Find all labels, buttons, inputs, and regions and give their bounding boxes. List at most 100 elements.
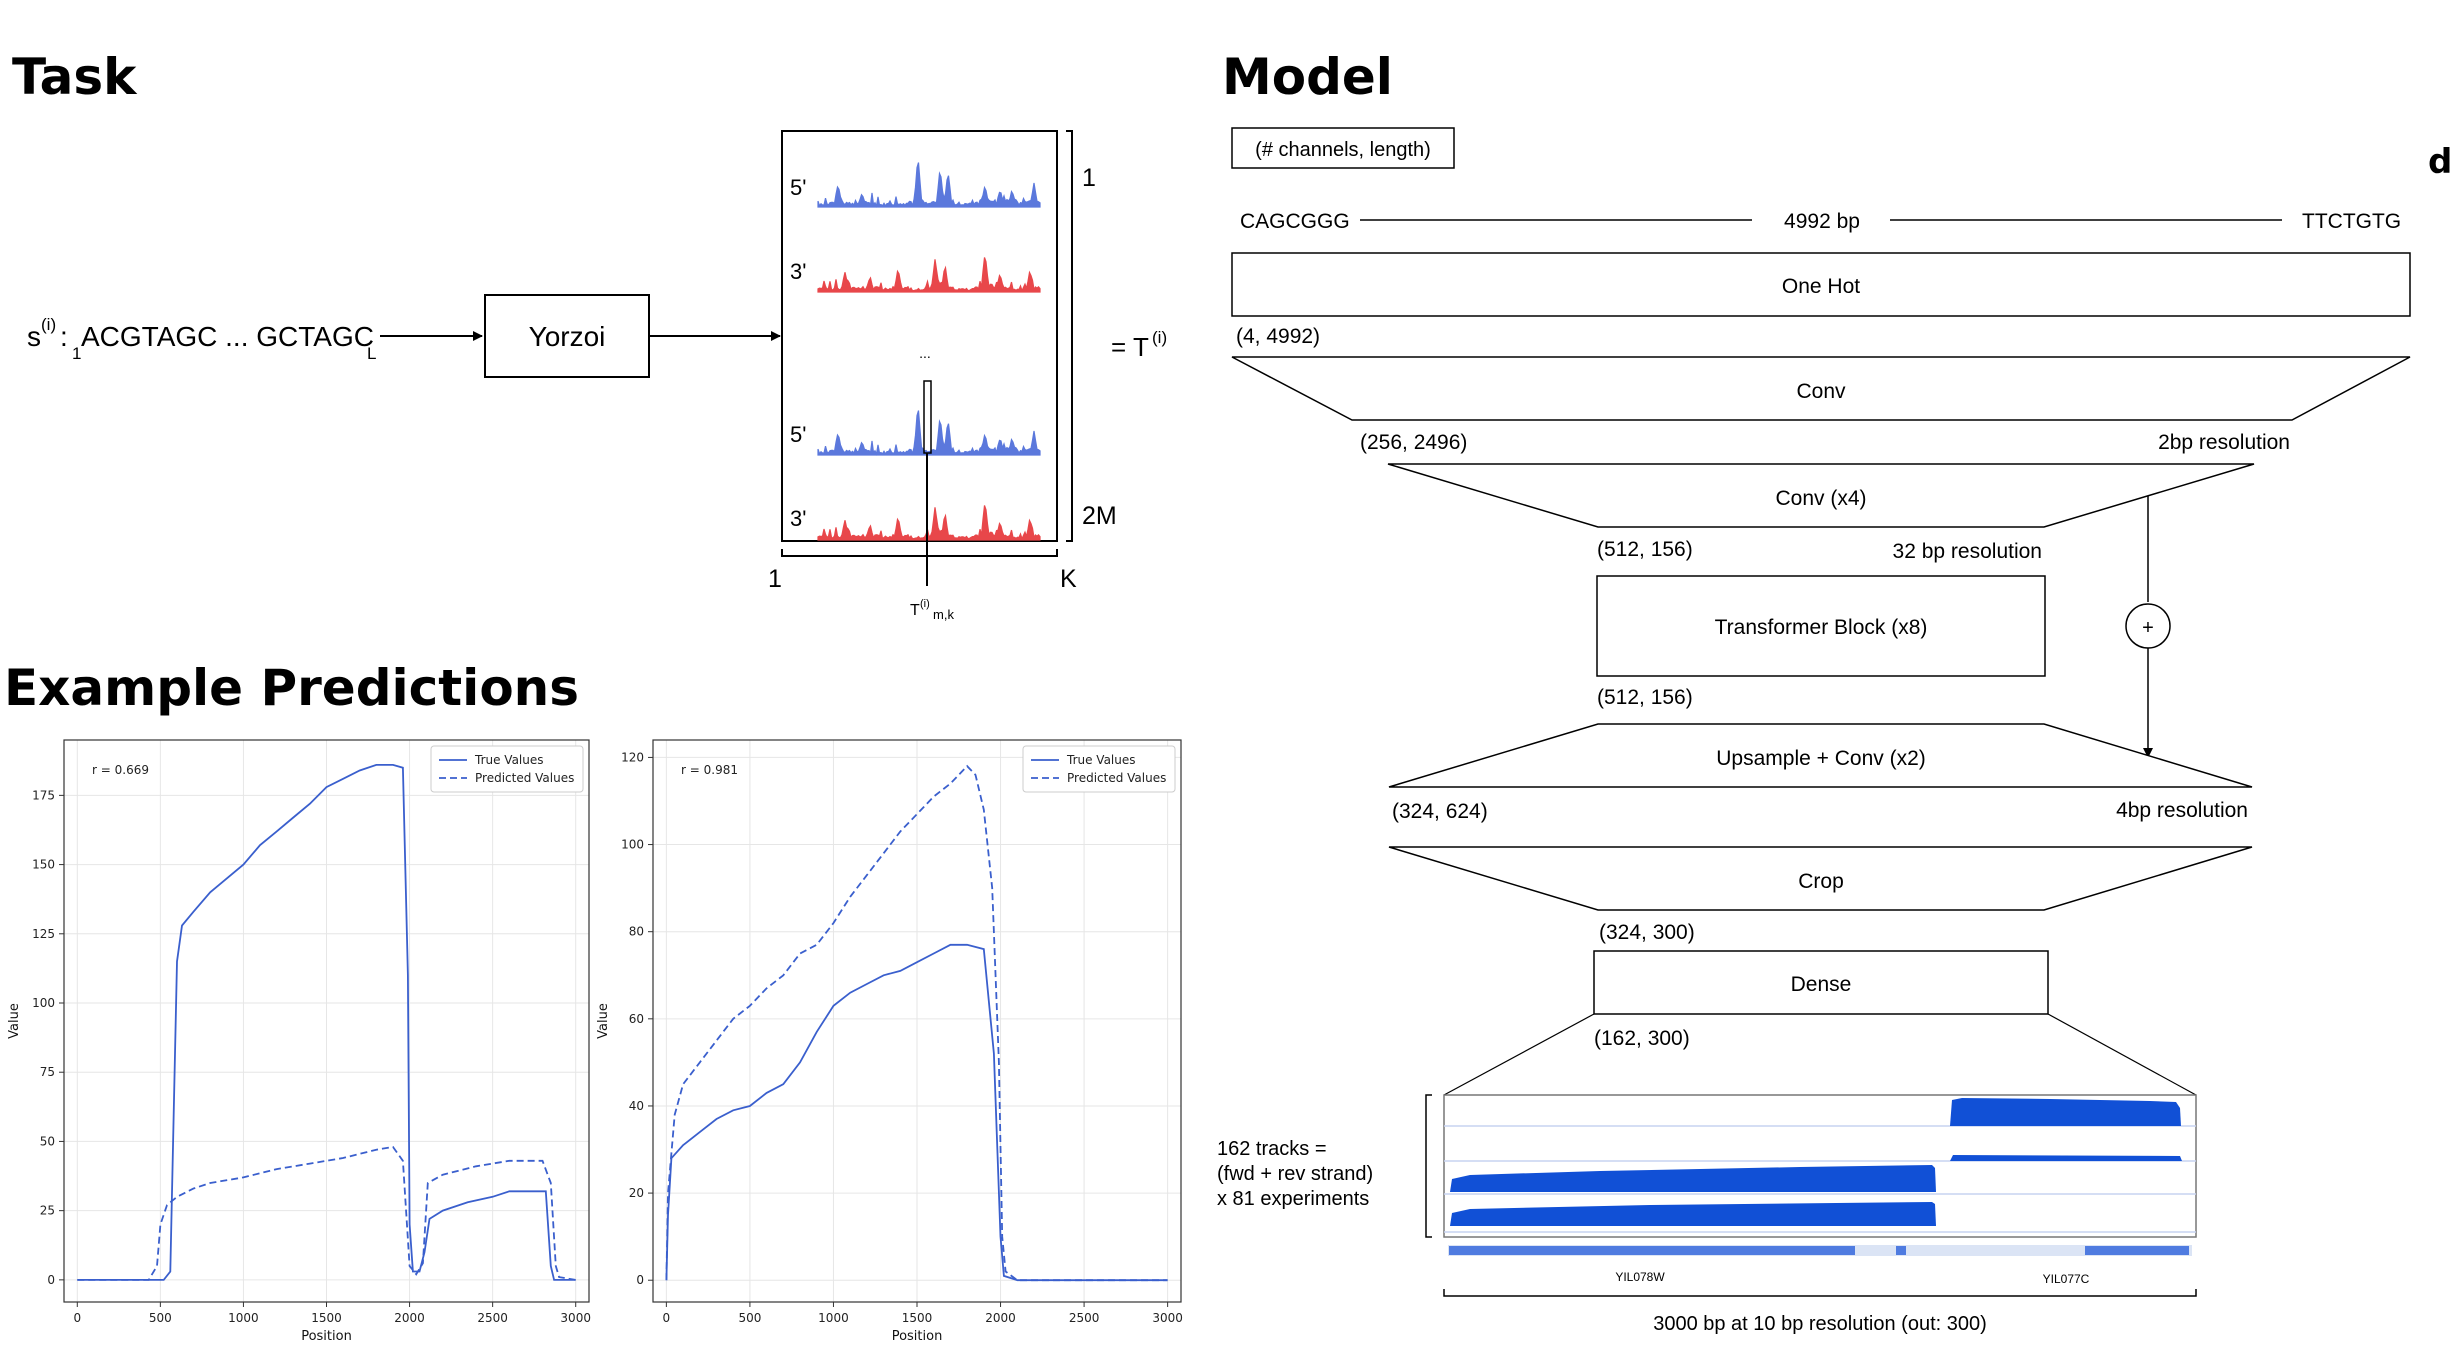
sequence-left: CAGCGGG <box>1240 210 1350 233</box>
upsample-block <box>1388 723 2253 788</box>
coverage-track-3 <box>1450 1165 1936 1192</box>
y-tick-label: 60 <box>629 1012 644 1026</box>
transformer-block <box>1596 575 2046 677</box>
track-signal <box>817 505 1041 541</box>
input-sequence-superscript: (i) <box>41 315 56 334</box>
element-label-superscript: (i) <box>920 598 930 610</box>
one-hot-label: One Hot <box>1782 275 1860 298</box>
row-bracket-end: 2M <box>1082 502 1117 530</box>
row-bracket <box>1066 130 1073 542</box>
transformer-label: Transformer Block (x8) <box>1715 616 1928 639</box>
crop-shape: (324, 300) <box>1599 921 1695 944</box>
conv-resolution: 2bp resolution <box>2158 431 2290 454</box>
x-tick-label: 3000 <box>1152 1311 1183 1325</box>
gene-feature-YIL077C <box>2085 1246 2189 1255</box>
dense-block <box>1593 950 2049 1015</box>
strand-label-3prime: 3' <box>790 506 806 531</box>
coverage-track-4 <box>1450 1202 1936 1226</box>
x-tick-label: 0 <box>663 1311 671 1325</box>
x-tick-label: 500 <box>149 1311 172 1325</box>
y-tick-label: 20 <box>629 1186 644 1200</box>
correlation-annotation: r = 0.981 <box>681 763 738 777</box>
legend-entry: Predicted Values <box>475 771 574 785</box>
output-bracket <box>1443 1289 2197 1297</box>
prediction-plot-right: 0 500 1000 1500 2000 2500 3000 0 20 40 60 80 100 120 P… <box>596 739 1183 1344</box>
sequence-right: TTCTGTG <box>2302 210 2401 233</box>
legend-entry: True Values <box>474 753 544 767</box>
one-hot-block <box>1231 252 2411 317</box>
y-tick-label: 75 <box>40 1065 55 1079</box>
x-tick-label: 1500 <box>311 1311 342 1325</box>
strand-label-3prime: 3' <box>790 259 806 284</box>
skip-add-symbol: + <box>2142 617 2154 639</box>
zoom-line-left <box>1443 1013 1595 1096</box>
y-tick-label: 100 <box>621 838 644 852</box>
dense-shape: (162, 300) <box>1594 1027 1690 1050</box>
series-line-true <box>665 943 1168 1282</box>
input-sequence: ACGTAGC ... GCTAGC <box>81 321 374 352</box>
upsample-shape: (324, 624) <box>1392 800 1488 823</box>
conv-x4-shape: (512, 156) <box>1597 538 1693 561</box>
crop-block <box>1388 846 2253 911</box>
legend-box <box>430 745 584 793</box>
conv-block <box>1231 356 2411 421</box>
sequence-length: 4992 bp <box>1784 210 1860 233</box>
track-signal <box>817 162 1041 209</box>
input-sequence-subscript-1: 1 <box>72 344 81 363</box>
track-signal <box>817 257 1041 293</box>
y-tick-label: 100 <box>32 996 55 1010</box>
crop-label: Crop <box>1798 870 1844 893</box>
legend-entry: True Values <box>1066 753 1136 767</box>
model-section-title: Model <box>1222 48 1393 106</box>
coverage-track-1 <box>1950 1098 2181 1126</box>
element-label: T <box>910 602 920 619</box>
tracks-description-line3: x 81 experiments <box>1217 1188 1369 1210</box>
y-tick-label: 25 <box>40 1204 55 1218</box>
y-tick-label: 175 <box>32 788 55 802</box>
correlation-annotation: r = 0.669 <box>92 763 149 777</box>
column-bracket-start: 1 <box>768 565 782 593</box>
dense-label: Dense <box>1791 973 1852 996</box>
tracks-description-line2: (fwd + rev strand) <box>1217 1163 1373 1185</box>
y-tick-label: 40 <box>629 1099 644 1113</box>
series-line-predicted <box>77 1146 576 1281</box>
strand-label-5prime: 5' <box>790 422 806 447</box>
x-axis-label: Position <box>892 1329 943 1344</box>
y-tick-label: 0 <box>636 1273 644 1287</box>
y-tick-label: 120 <box>621 750 644 764</box>
one-hot-shape: (4, 4992) <box>1236 325 1320 348</box>
track-5prime-top: 5' <box>790 162 1041 209</box>
input-sequence-prefix: s <box>27 321 41 352</box>
y-tick-label: 125 <box>32 927 55 941</box>
conv-label: Conv <box>1796 380 1846 403</box>
strand-label-5prime: 5' <box>790 175 806 200</box>
gene-feature-small <box>1896 1246 1906 1255</box>
conv-shape: (256, 2496) <box>1360 431 1467 454</box>
y-axis-label: Value <box>596 1003 611 1039</box>
conv-x4-label: Conv (x4) <box>1775 487 1866 510</box>
prediction-plot-left: 0 500 1000 1500 2000 2500 3000 0 25 50 75 100 125 150… <box>7 739 591 1344</box>
x-tick-label: 2000 <box>985 1311 1016 1325</box>
column-bracket-end: K <box>1060 565 1077 593</box>
upsample-label: Upsample + Conv (x2) <box>1716 747 1926 770</box>
panel-d-label: d <box>2428 142 2451 182</box>
task-section-title: Task <box>12 48 138 106</box>
shape-legend-box <box>1231 127 1455 169</box>
output-description: 3000 bp at 10 bp resolution (out: 300) <box>1653 1313 1987 1335</box>
tracks-description-line1: 162 tracks = <box>1217 1138 1327 1160</box>
x-axis-label: Position <box>301 1329 352 1344</box>
x-tick-label: 1000 <box>818 1311 849 1325</box>
x-tick-label: 2000 <box>394 1311 425 1325</box>
series-line-predicted <box>665 764 1168 1282</box>
task-diagram: s (i) : 1 ACGTAGC ... GCTAGC L Yorzoi 5'… <box>27 130 1167 622</box>
x-tick-label: 1500 <box>902 1311 933 1325</box>
series-line-true <box>77 764 576 1281</box>
row-bracket-start: 1 <box>1082 164 1096 192</box>
track-ellipsis: ... <box>919 345 931 361</box>
skip-connection: + <box>2125 496 2171 758</box>
conv-x4-block <box>1387 463 2255 528</box>
input-sequence-subscript-L: L <box>367 344 376 363</box>
y-tick-label: 150 <box>32 858 55 872</box>
x-tick-label: 2500 <box>1069 1311 1100 1325</box>
conv-x4-resolution: 32 bp resolution <box>1893 540 2042 563</box>
